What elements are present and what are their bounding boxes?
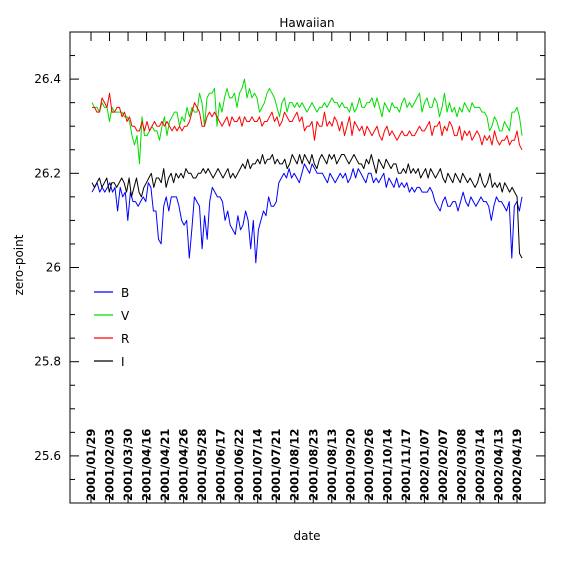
x-tick-label: 2001/03/30 [121, 429, 135, 501]
y-axis-label: zero-point [12, 234, 26, 295]
chart-title: Hawaiian [279, 16, 334, 30]
x-tick-label: 2001/11/17 [399, 429, 413, 501]
x-tick-label: 2002/03/14 [473, 429, 487, 501]
y-tick-label: 26 [46, 261, 61, 275]
x-tick-label: 2002/02/07 [436, 429, 450, 501]
x-tick-label: 2001/08/12 [288, 429, 302, 501]
legend-label-B: B [121, 286, 129, 300]
x-tick-label: 2002/04/13 [491, 429, 505, 501]
x-tick-label: 2001/06/22 [232, 429, 246, 501]
legend-label-V: V [121, 309, 130, 323]
x-tick-label: 2001/06/17 [214, 429, 228, 501]
series-line-B [91, 163, 523, 264]
y-tick-label: 26.2 [34, 166, 61, 180]
y-axis: 25.6 25.8 26 26.2 26.4 [34, 31, 545, 504]
series-line-V [91, 78, 523, 165]
x-tick-label: 2001/04/26 [177, 429, 191, 501]
x-tick-label: 2001/05/28 [195, 429, 209, 501]
series-lines [91, 78, 523, 264]
legend-label-I: I [121, 355, 125, 369]
x-tick-label: 2002/01/07 [417, 429, 431, 501]
x-tick-label: 2001/08/13 [325, 429, 339, 501]
x-tick-label: 2001/04/21 [158, 429, 172, 501]
series-line-R [92, 92, 523, 151]
x-tick-label: 2001/02/03 [103, 429, 117, 501]
x-tick-label: 2001/01/29 [84, 429, 98, 501]
y-tick-label: 25.6 [34, 449, 61, 463]
x-tick-label: 2001/07/21 [269, 429, 283, 501]
x-tick-label: 2001/10/14 [380, 429, 394, 501]
x-tick-label: 2001/08/23 [306, 429, 320, 501]
series-line-I [91, 154, 523, 259]
x-axis-label: date [293, 529, 320, 543]
y-tick-label: 25.8 [34, 355, 61, 369]
x-tick-label: 2001/09/26 [362, 429, 376, 501]
x-axis: 2001/01/29 2001/02/03 2001/03/30 2001/04/16… [84, 32, 524, 503]
x-tick-label: 2002/03/08 [454, 429, 468, 501]
x-tick-label: 2001/09/20 [343, 429, 357, 501]
x-tick-label: 2002/04/19 [510, 429, 524, 501]
x-tick-label: 2001/07/14 [251, 429, 265, 501]
x-tick-label: 2001/04/16 [140, 429, 154, 501]
y-tick-label: 26.4 [34, 72, 61, 86]
legend-label-R: R [121, 332, 129, 346]
